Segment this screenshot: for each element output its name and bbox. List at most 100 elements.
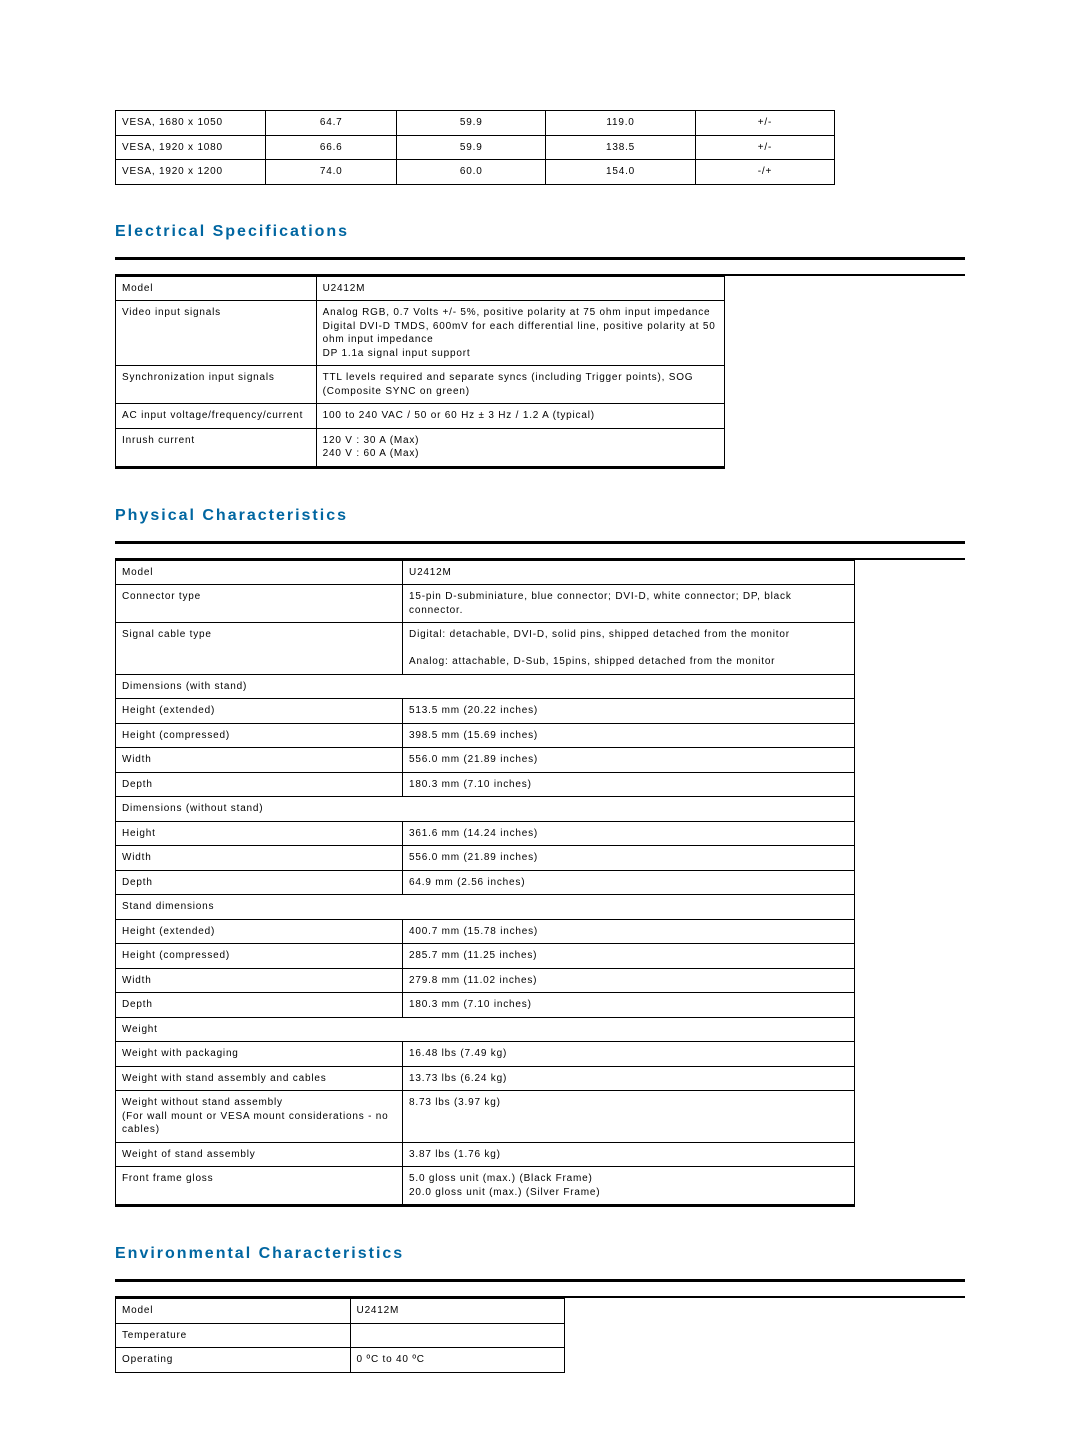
table-row: AC input voltage/frequency/current100 to…	[116, 404, 725, 429]
table-row: ModelU2412M	[116, 276, 725, 301]
cell-polarity: +/-	[695, 135, 834, 160]
table-row: Stand dimensions	[116, 895, 855, 920]
cell-label: Height (extended)	[116, 699, 403, 724]
cell-value: 180.3 mm (7.10 inches)	[403, 993, 855, 1018]
table-row: Height361.6 mm (14.24 inches)	[116, 821, 855, 846]
cell-label: Depth	[116, 870, 403, 895]
timing-modes-table: VESA, 1680 x 105064.759.9119.0+/-VESA, 1…	[115, 110, 835, 185]
table-row: Weight with stand assembly and cables13.…	[116, 1066, 855, 1091]
table-row: ModelU2412M	[116, 1299, 565, 1324]
table-row: Dimensions (with stand)	[116, 674, 855, 699]
cell-value: 361.6 mm (14.24 inches)	[403, 821, 855, 846]
table-row: Weight of stand assembly3.87 lbs (1.76 k…	[116, 1142, 855, 1167]
cell-label: Height (extended)	[116, 919, 403, 944]
divider	[115, 541, 965, 544]
table-row: Synchronization input signalsTTL levels …	[116, 366, 725, 404]
cell-value: 556.0 mm (21.89 inches)	[403, 846, 855, 871]
table-row: Dimensions (without stand)	[116, 797, 855, 822]
cell-value: 120 V : 30 A (Max)240 V : 60 A (Max)	[316, 428, 724, 466]
cell-value: 64.9 mm (2.56 inches)	[403, 870, 855, 895]
cell-polarity: -/+	[695, 160, 834, 185]
cell-hfreq: 74.0	[266, 160, 397, 185]
cell-label: Depth	[116, 772, 403, 797]
cell-label: AC input voltage/frequency/current	[116, 404, 317, 429]
cell-subheading: Dimensions (with stand)	[116, 674, 855, 699]
divider	[115, 1204, 855, 1207]
cell-value: 8.73 lbs (3.97 kg)	[403, 1091, 855, 1143]
divider	[115, 257, 965, 260]
cell-subheading: Stand dimensions	[116, 895, 855, 920]
cell-hfreq: 66.6	[266, 135, 397, 160]
cell-value: U2412M	[350, 1299, 564, 1324]
physical-characteristics-heading: Physical Characteristics	[115, 507, 965, 529]
table-row: Width556.0 mm (21.89 inches)	[116, 846, 855, 871]
table-row: Signal cable typeDigital: detachable, DV…	[116, 623, 855, 675]
table-row: VESA, 1920 x 108066.659.9138.5+/-	[116, 135, 835, 160]
cell-value: U2412M	[403, 560, 855, 585]
physical-characteristics-table: ModelU2412MConnector type15-pin D-submin…	[115, 560, 855, 1206]
cell-value: 400.7 mm (15.78 inches)	[403, 919, 855, 944]
cell-label: Width	[116, 748, 403, 773]
table-row: Height (extended)400.7 mm (15.78 inches)	[116, 919, 855, 944]
cell-label: Width	[116, 968, 403, 993]
cell-value	[350, 1323, 564, 1348]
cell-label: Weight without stand assembly(For wall m…	[116, 1091, 403, 1143]
cell-value: U2412M	[316, 276, 724, 301]
cell-value: 513.5 mm (20.22 inches)	[403, 699, 855, 724]
cell-value: 15-pin D-subminiature, blue connector; D…	[403, 585, 855, 623]
cell-label: Height	[116, 821, 403, 846]
table-row: Front frame gloss5.0 gloss unit (max.) (…	[116, 1167, 855, 1205]
cell-value: Digital: detachable, DVI-D, solid pins, …	[403, 623, 855, 675]
table-row: Width556.0 mm (21.89 inches)	[116, 748, 855, 773]
table-row: Video input signalsAnalog RGB, 0.7 Volts…	[116, 301, 725, 366]
cell-label: Temperature	[116, 1323, 351, 1348]
cell-label: Height (compressed)	[116, 723, 403, 748]
table-row: Weight without stand assembly(For wall m…	[116, 1091, 855, 1143]
table-row: Operating0 ºC to 40 ºC	[116, 1348, 565, 1373]
table-row: VESA, 1920 x 120074.060.0154.0-/+	[116, 160, 835, 185]
cell-label: Signal cable type	[116, 623, 403, 675]
cell-label: Model	[116, 560, 403, 585]
cell-label: Width	[116, 846, 403, 871]
environmental-characteristics-table: ModelU2412MTemperatureOperating0 ºC to 4…	[115, 1298, 565, 1373]
cell-label: Synchronization input signals	[116, 366, 317, 404]
cell-label: Front frame gloss	[116, 1167, 403, 1205]
cell-pixclock: 138.5	[546, 135, 696, 160]
cell-value: 16.48 lbs (7.49 kg)	[403, 1042, 855, 1067]
cell-vfreq: 59.9	[397, 135, 546, 160]
table-row: Depth180.3 mm (7.10 inches)	[116, 993, 855, 1018]
cell-pixclock: 119.0	[546, 111, 696, 136]
cell-hfreq: 64.7	[266, 111, 397, 136]
divider	[115, 466, 725, 469]
table-row: Temperature	[116, 1323, 565, 1348]
cell-value: Analog RGB, 0.7 Volts +/- 5%, positive p…	[316, 301, 724, 366]
table-row: Depth180.3 mm (7.10 inches)	[116, 772, 855, 797]
cell-label: Weight of stand assembly	[116, 1142, 403, 1167]
cell-value: 180.3 mm (7.10 inches)	[403, 772, 855, 797]
cell-value: 100 to 240 VAC / 50 or 60 Hz ± 3 Hz / 1.…	[316, 404, 724, 429]
divider	[115, 1279, 965, 1282]
table-row: Weight	[116, 1017, 855, 1042]
cell-subheading: Dimensions (without stand)	[116, 797, 855, 822]
cell-label: Video input signals	[116, 301, 317, 366]
cell-mode: VESA, 1920 x 1200	[116, 160, 266, 185]
cell-value: 3.87 lbs (1.76 kg)	[403, 1142, 855, 1167]
table-row: Height (extended)513.5 mm (20.22 inches)	[116, 699, 855, 724]
cell-pixclock: 154.0	[546, 160, 696, 185]
cell-label: Model	[116, 276, 317, 301]
cell-vfreq: 59.9	[397, 111, 546, 136]
cell-value: 285.7 mm (11.25 inches)	[403, 944, 855, 969]
table-row: Height (compressed)398.5 mm (15.69 inche…	[116, 723, 855, 748]
cell-mode: VESA, 1920 x 1080	[116, 135, 266, 160]
cell-subheading: Weight	[116, 1017, 855, 1042]
cell-label: Inrush current	[116, 428, 317, 466]
cell-label: Depth	[116, 993, 403, 1018]
cell-value: TTL levels required and separate syncs (…	[316, 366, 724, 404]
environmental-characteristics-heading: Environmental Characteristics	[115, 1245, 965, 1267]
electrical-specs-table: ModelU2412MVideo input signalsAnalog RGB…	[115, 276, 725, 467]
table-row: VESA, 1680 x 105064.759.9119.0+/-	[116, 111, 835, 136]
cell-mode: VESA, 1680 x 1050	[116, 111, 266, 136]
table-row: Width279.8 mm (11.02 inches)	[116, 968, 855, 993]
table-row: Inrush current120 V : 30 A (Max)240 V : …	[116, 428, 725, 466]
cell-polarity: +/-	[695, 111, 834, 136]
